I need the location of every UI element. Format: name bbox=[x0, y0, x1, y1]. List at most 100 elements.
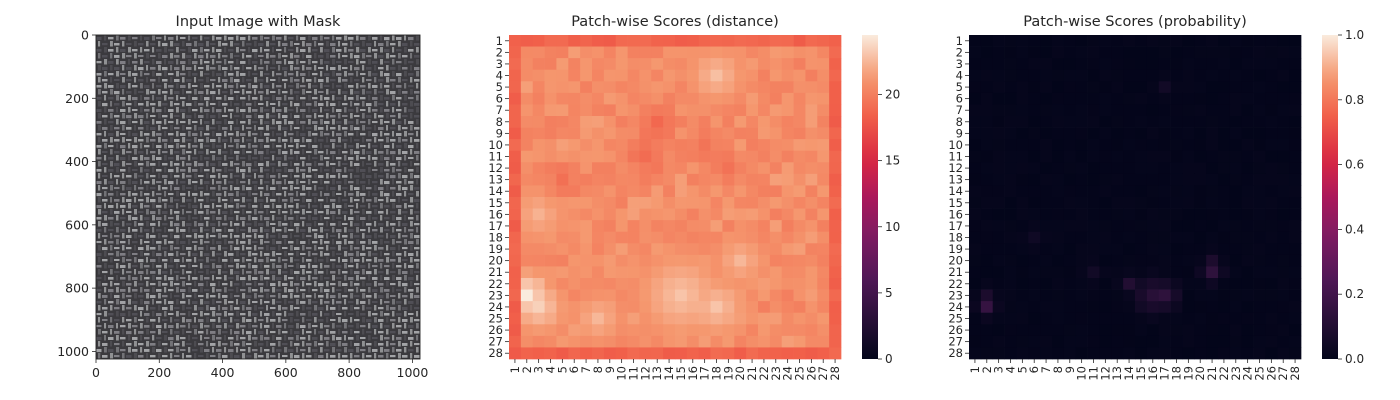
texture-thread bbox=[398, 245, 401, 251]
texture-thread bbox=[168, 109, 174, 112]
texture-thread bbox=[152, 107, 155, 113]
heatmap-cell bbox=[627, 301, 640, 314]
heatmap-cell bbox=[793, 197, 806, 209]
texture-thread bbox=[308, 227, 312, 233]
heatmap-cell bbox=[509, 46, 522, 59]
texture-thread bbox=[306, 199, 312, 202]
heatmap-cell bbox=[1182, 254, 1195, 267]
texture-thread bbox=[108, 193, 114, 196]
heatmap-cell bbox=[627, 58, 640, 71]
texture-thread bbox=[158, 89, 161, 95]
heatmap-cell bbox=[615, 231, 628, 244]
texture-thread bbox=[218, 221, 221, 227]
texture-thread bbox=[108, 73, 114, 76]
texture-thread bbox=[194, 125, 197, 131]
texture-thread bbox=[374, 113, 377, 119]
texture-thread bbox=[296, 251, 299, 257]
heatmap-cell bbox=[746, 173, 759, 186]
texture-thread bbox=[366, 139, 372, 142]
heatmap-cell bbox=[556, 266, 569, 279]
heatmap-cell bbox=[1194, 231, 1207, 244]
texture-thread bbox=[266, 89, 269, 95]
texture-thread bbox=[224, 275, 227, 281]
texture-thread bbox=[204, 277, 210, 280]
x-tick-label: 15 bbox=[674, 366, 688, 381]
texture-thread bbox=[200, 107, 203, 113]
texture-thread bbox=[236, 131, 239, 137]
texture-thread bbox=[138, 307, 144, 311]
texture-thread bbox=[216, 97, 222, 100]
texture-thread bbox=[258, 247, 264, 250]
texture-thread bbox=[206, 137, 210, 143]
heatmap-cell bbox=[1146, 312, 1160, 325]
heatmap-cell bbox=[532, 150, 545, 163]
heatmap-cell bbox=[1146, 220, 1160, 233]
heatmap-cell bbox=[1075, 312, 1088, 325]
texture-thread bbox=[174, 343, 180, 346]
texture-thread bbox=[122, 245, 125, 251]
heatmap-cell bbox=[698, 162, 711, 175]
texture-thread bbox=[278, 65, 281, 71]
texture-thread bbox=[254, 245, 257, 251]
texture-thread bbox=[176, 83, 179, 89]
texture-thread bbox=[234, 175, 240, 178]
texture-thread bbox=[134, 65, 137, 71]
texture-thread bbox=[102, 199, 108, 202]
heatmap-cell bbox=[1206, 46, 1219, 59]
y-tick-label: 0 bbox=[81, 28, 89, 43]
y-tick-label: 17 bbox=[488, 219, 503, 233]
texture-thread bbox=[386, 65, 389, 71]
heatmap-cell bbox=[1289, 35, 1302, 47]
y-tick-label: 16 bbox=[488, 207, 503, 221]
heatmap-cell bbox=[1028, 46, 1041, 59]
heatmap-cell bbox=[829, 208, 842, 221]
texture-thread bbox=[164, 71, 167, 77]
texture-thread bbox=[410, 137, 413, 143]
texture-thread bbox=[330, 187, 336, 191]
texture-thread bbox=[132, 301, 138, 304]
heatmap-cell bbox=[592, 81, 605, 94]
heatmap-cell bbox=[1063, 243, 1077, 256]
texture-thread bbox=[156, 349, 162, 353]
texture-thread bbox=[296, 35, 299, 41]
texture-thread bbox=[222, 355, 228, 358]
heatmap-cell bbox=[1241, 197, 1254, 209]
heatmap-cell bbox=[603, 220, 617, 233]
texture-thread bbox=[366, 55, 372, 58]
heatmap-cell bbox=[1182, 335, 1195, 348]
heatmap-cell bbox=[698, 35, 711, 47]
texture-thread bbox=[156, 217, 162, 221]
texture-thread bbox=[266, 173, 269, 179]
texture-thread bbox=[360, 85, 366, 88]
texture-thread bbox=[144, 241, 150, 244]
texture-thread bbox=[176, 131, 179, 137]
texture-thread bbox=[272, 47, 275, 53]
texture-thread bbox=[368, 251, 372, 257]
texture-thread bbox=[362, 53, 366, 59]
heatmap-cell bbox=[603, 185, 617, 198]
texture-thread bbox=[260, 35, 264, 41]
heatmap-cell bbox=[1135, 243, 1148, 256]
y-tick-label: 26 bbox=[488, 323, 503, 337]
heatmap-cell bbox=[568, 139, 581, 152]
texture-thread bbox=[384, 253, 390, 256]
texture-thread bbox=[162, 43, 168, 47]
texture-thread bbox=[330, 115, 336, 118]
texture-thread bbox=[102, 187, 108, 190]
texture-thread bbox=[254, 137, 257, 143]
heatmap-cell bbox=[758, 335, 771, 348]
texture-thread bbox=[306, 355, 312, 358]
texture-thread bbox=[260, 239, 263, 245]
texture-thread bbox=[162, 115, 168, 118]
texture-thread bbox=[278, 173, 281, 179]
texture-thread bbox=[218, 233, 222, 239]
texture-thread bbox=[188, 59, 191, 65]
heatmap-cell bbox=[1135, 104, 1148, 117]
texture-thread bbox=[308, 155, 311, 161]
texture-thread bbox=[182, 41, 185, 47]
texture-thread bbox=[396, 97, 402, 100]
heatmap-cell bbox=[1194, 116, 1207, 128]
heatmap-cell bbox=[758, 243, 771, 256]
texture-thread bbox=[350, 161, 353, 167]
texture-thread bbox=[330, 139, 336, 143]
